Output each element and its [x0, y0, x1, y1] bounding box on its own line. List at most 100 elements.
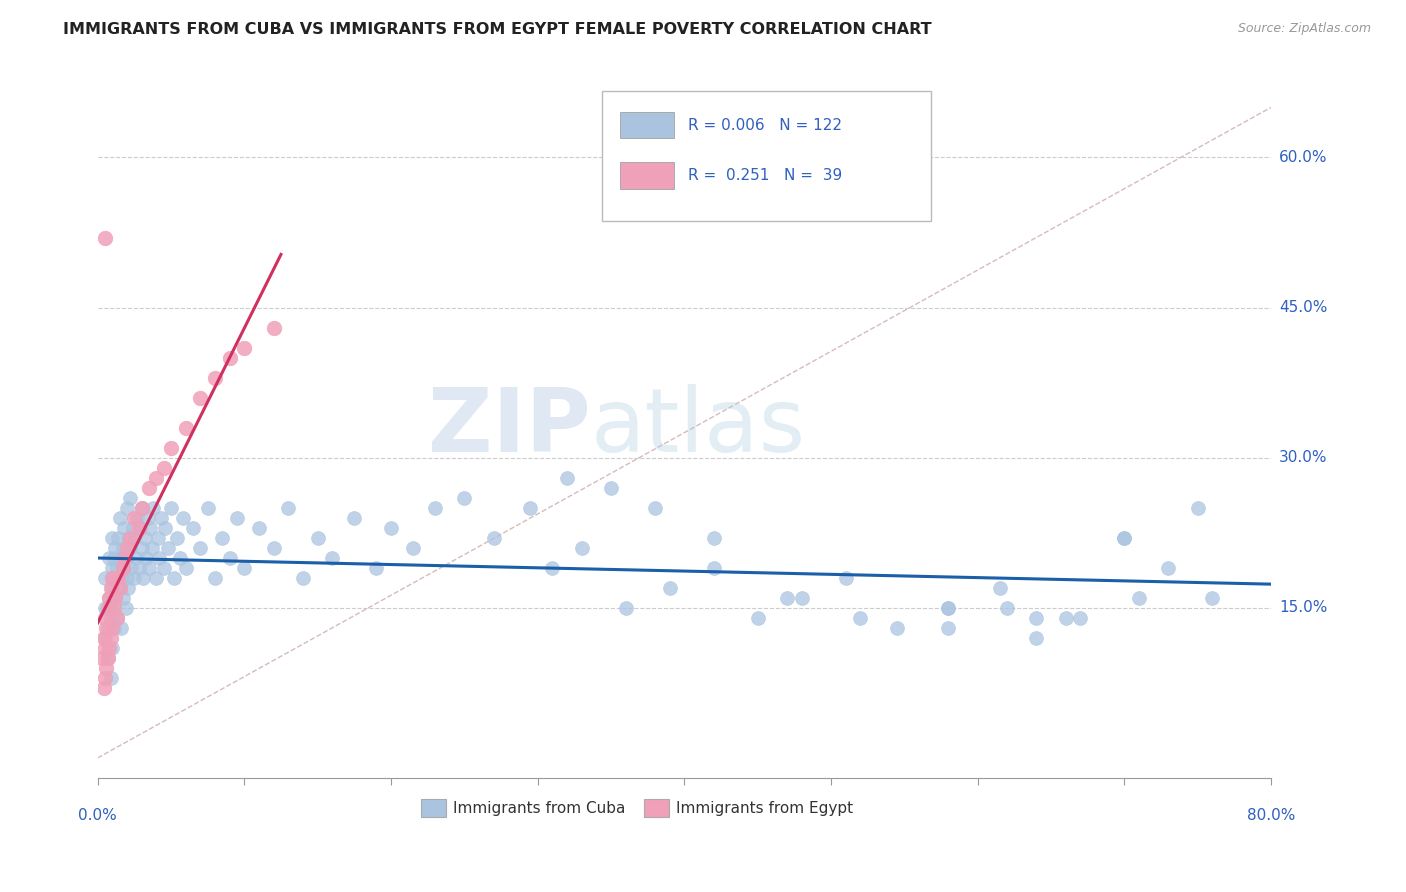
Point [131, 500, 153, 515]
Point [98, 591, 121, 605]
Point [321, 550, 343, 565]
Point [94, 600, 117, 615]
Text: IMMIGRANTS FROM CUBA VS IMMIGRANTS FROM EGYPT FEMALE POVERTY CORRELATION CHART: IMMIGRANTS FROM CUBA VS IMMIGRANTS FROM … [63, 22, 932, 37]
Point [160, 441, 183, 455]
Point [519, 500, 541, 515]
Point [366, 561, 388, 575]
Point [188, 541, 211, 555]
Point [108, 581, 131, 595]
Text: 0.0%: 0.0% [79, 808, 117, 823]
Point [142, 500, 165, 515]
Point [104, 591, 127, 605]
Point [129, 521, 152, 535]
Point [181, 521, 204, 535]
Point [174, 420, 197, 434]
Point [108, 510, 131, 524]
Text: R = 0.006   N = 122: R = 0.006 N = 122 [688, 118, 842, 133]
Point [108, 550, 131, 565]
Point [136, 510, 159, 524]
Point [97, 650, 120, 665]
Point [96, 661, 118, 675]
Point [157, 541, 180, 555]
Text: 80.0%: 80.0% [1247, 808, 1295, 823]
Point [111, 561, 134, 575]
Point [263, 320, 285, 334]
Point [145, 571, 167, 585]
Point [834, 571, 856, 585]
Point [135, 550, 157, 565]
Text: R =  0.251   N =  39: R = 0.251 N = 39 [688, 168, 842, 183]
Point [141, 541, 163, 555]
Point [115, 541, 138, 555]
Point [103, 550, 125, 565]
Point [1128, 591, 1150, 605]
FancyBboxPatch shape [620, 162, 673, 189]
Point [118, 491, 141, 505]
Point [1201, 591, 1223, 605]
Point [103, 621, 125, 635]
Point [233, 561, 256, 575]
Point [703, 531, 725, 545]
Point [101, 571, 124, 585]
Point [291, 571, 314, 585]
Point [1025, 611, 1047, 625]
Point [100, 581, 122, 595]
Point [138, 481, 160, 495]
Point [145, 471, 167, 485]
Point [1187, 500, 1209, 515]
Point [423, 500, 446, 515]
Point [226, 510, 249, 524]
Point [111, 591, 134, 605]
Point [153, 521, 176, 535]
Point [104, 591, 127, 605]
Point [936, 600, 959, 615]
Point [380, 521, 402, 535]
Point [97, 600, 120, 615]
Point [849, 611, 872, 625]
Point [644, 500, 666, 515]
Point [97, 650, 120, 665]
Point [128, 521, 150, 535]
Point [139, 521, 162, 535]
Point [117, 581, 139, 595]
Point [163, 571, 186, 585]
Text: atlas: atlas [591, 384, 806, 471]
Point [174, 561, 197, 575]
Point [128, 561, 150, 575]
Point [118, 541, 141, 555]
Point [101, 600, 124, 615]
Point [776, 591, 799, 605]
Point [134, 531, 156, 545]
Point [132, 571, 155, 585]
Point [93, 631, 115, 645]
Point [115, 500, 138, 515]
Point [1157, 561, 1180, 575]
Point [211, 531, 233, 545]
Point [94, 631, 117, 645]
Point [160, 500, 183, 515]
Point [131, 500, 153, 515]
Point [100, 671, 122, 685]
Point [988, 581, 1011, 595]
Point [112, 550, 135, 565]
Point [218, 550, 240, 565]
Point [124, 510, 146, 524]
Point [94, 571, 117, 585]
Point [148, 550, 170, 565]
Point [120, 561, 142, 575]
Point [197, 500, 219, 515]
Point [541, 561, 564, 575]
Point [402, 541, 425, 555]
Point [343, 510, 366, 524]
Point [110, 571, 132, 585]
Point [555, 471, 578, 485]
Point [93, 681, 115, 695]
Point [614, 600, 637, 615]
Point [101, 561, 124, 575]
Point [98, 591, 121, 605]
Point [204, 370, 226, 384]
Point [218, 351, 240, 365]
Point [233, 341, 256, 355]
Point [105, 611, 128, 625]
Point [114, 600, 136, 615]
